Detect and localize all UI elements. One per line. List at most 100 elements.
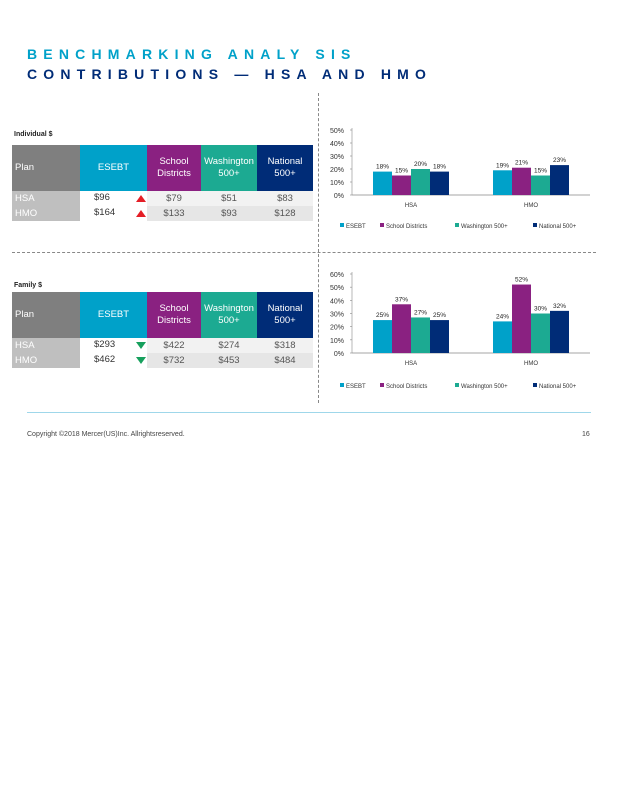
- legend-label: Washington 500+: [461, 384, 508, 390]
- vertical-divider: [318, 93, 319, 403]
- legend-label: School Districts: [386, 384, 427, 390]
- legend-swatch: [533, 383, 537, 387]
- y-tick-label: 20%: [330, 325, 344, 332]
- data-label: 32%: [553, 303, 566, 310]
- bar-school-districts-hmo: [512, 284, 531, 353]
- family-label: Family $: [14, 282, 43, 289]
- table-header-row: Plan ESEBT School Districts Washington 5…: [12, 292, 313, 338]
- bar-esebt-hmo: [493, 321, 512, 353]
- header-washington: Washington 500+: [201, 292, 257, 338]
- data-label: 23%: [553, 157, 566, 164]
- bar-washington-500--hsa: [411, 317, 430, 353]
- title-line-1: BENCHMARKING ANALY SIS: [27, 46, 357, 62]
- washington-cell: $51: [201, 191, 257, 206]
- plan-cell: HSA: [12, 338, 80, 353]
- header-plan: Plan: [12, 145, 80, 191]
- horizontal-divider: [12, 252, 596, 253]
- school-cell: $79: [147, 191, 201, 206]
- y-tick-label: 20%: [330, 167, 344, 174]
- header-washington: Washington 500+: [201, 145, 257, 191]
- school-cell: $133: [147, 206, 201, 221]
- data-label: 30%: [534, 306, 547, 313]
- table-row: HMO $462 $732 $453 $484: [12, 353, 313, 368]
- data-label: 37%: [395, 296, 408, 303]
- plan-cell: HSA: [12, 191, 80, 206]
- y-tick-label: 60%: [330, 272, 344, 279]
- data-label: 21%: [515, 160, 528, 167]
- data-label: 24%: [496, 313, 509, 320]
- bar-washington-500--hsa: [411, 169, 430, 195]
- washington-cell: $453: [201, 353, 257, 368]
- legend-swatch: [455, 223, 459, 227]
- y-tick-label: 50%: [330, 128, 344, 135]
- esebt-cell: $293: [80, 338, 147, 353]
- plan-cell: HMO: [12, 206, 80, 221]
- legend-swatch: [340, 223, 344, 227]
- x-tick-label: HMO: [524, 203, 538, 209]
- plan-cell: HMO: [12, 353, 80, 368]
- trend-up-icon: [136, 210, 146, 217]
- title-line-2: CONTRIBUTIONS — HSA AND HMO: [27, 66, 433, 82]
- family-table: Plan ESEBT School Districts Washington 5…: [12, 292, 313, 368]
- table-row: HMO $164 $133 $93 $128: [12, 206, 313, 221]
- data-label: 52%: [515, 277, 528, 284]
- legend-swatch: [380, 223, 384, 227]
- header-national: National 500+: [257, 292, 313, 338]
- x-tick-label: HSA: [405, 203, 417, 209]
- y-tick-label: 0%: [334, 193, 344, 200]
- table-row: HSA $293 $422 $274 $318: [12, 338, 313, 353]
- legend-swatch: [340, 383, 344, 387]
- legend-swatch: [380, 383, 384, 387]
- data-label: 27%: [414, 309, 427, 316]
- bar-esebt-hmo: [493, 170, 512, 195]
- legend-label: School Districts: [386, 224, 427, 230]
- esebt-cell: $164: [80, 206, 147, 221]
- table-row: HSA $96 $79 $51 $83: [12, 191, 313, 206]
- trend-down-icon: [136, 342, 146, 349]
- legend-label: Washington 500+: [461, 224, 508, 230]
- esebt-value: $164: [94, 207, 116, 218]
- bar-national-500--hsa: [430, 171, 449, 195]
- trend-down-icon: [136, 357, 146, 364]
- x-tick-label: HMO: [524, 361, 538, 367]
- bar-washington-500--hmo: [531, 175, 550, 195]
- page-number: 16: [582, 431, 590, 438]
- legend-label: National 500+: [539, 224, 577, 230]
- header-plan: Plan: [12, 292, 80, 338]
- school-cell: $422: [147, 338, 201, 353]
- header-national: National 500+: [257, 145, 313, 191]
- legend-label: ESEBT: [346, 384, 366, 390]
- national-cell: $318: [257, 338, 313, 353]
- bar-school-districts-hsa: [392, 175, 411, 195]
- trend-up-icon: [136, 195, 146, 202]
- esebt-value: $96: [94, 192, 110, 203]
- bar-washington-500--hmo: [531, 313, 550, 353]
- national-cell: $484: [257, 353, 313, 368]
- table-header-row: Plan ESEBT School Districts Washington 5…: [12, 145, 313, 191]
- school-cell: $732: [147, 353, 201, 368]
- legend-swatch: [533, 223, 537, 227]
- y-tick-label: 10%: [330, 180, 344, 187]
- y-tick-label: 30%: [330, 154, 344, 161]
- y-tick-label: 10%: [330, 338, 344, 345]
- data-label: 19%: [496, 162, 509, 169]
- header-esebt: ESEBT: [80, 145, 147, 191]
- national-cell: $83: [257, 191, 313, 206]
- data-label: 15%: [534, 168, 547, 175]
- esebt-cell: $96: [80, 191, 147, 206]
- individual-label: Individual $: [14, 131, 53, 138]
- legend-label: National 500+: [539, 384, 577, 390]
- x-tick-label: HSA: [405, 361, 417, 367]
- washington-cell: $93: [201, 206, 257, 221]
- header-esebt: ESEBT: [80, 292, 147, 338]
- bar-national-500--hmo: [550, 165, 569, 195]
- data-label: 20%: [414, 161, 427, 168]
- legend-swatch: [455, 383, 459, 387]
- data-label: 18%: [376, 164, 389, 171]
- individual-table: Plan ESEBT School Districts Washington 5…: [12, 145, 313, 221]
- individual-contribution-chart: 0% 10% 20% 30% 40% 50% 18% 15% 20% 18% HSA 19% 21% 15…: [330, 128, 590, 230]
- bar-esebt-hsa: [373, 320, 392, 353]
- bar-school-districts-hmo: [512, 167, 531, 195]
- washington-cell: $274: [201, 338, 257, 353]
- y-tick-label: 40%: [330, 141, 344, 148]
